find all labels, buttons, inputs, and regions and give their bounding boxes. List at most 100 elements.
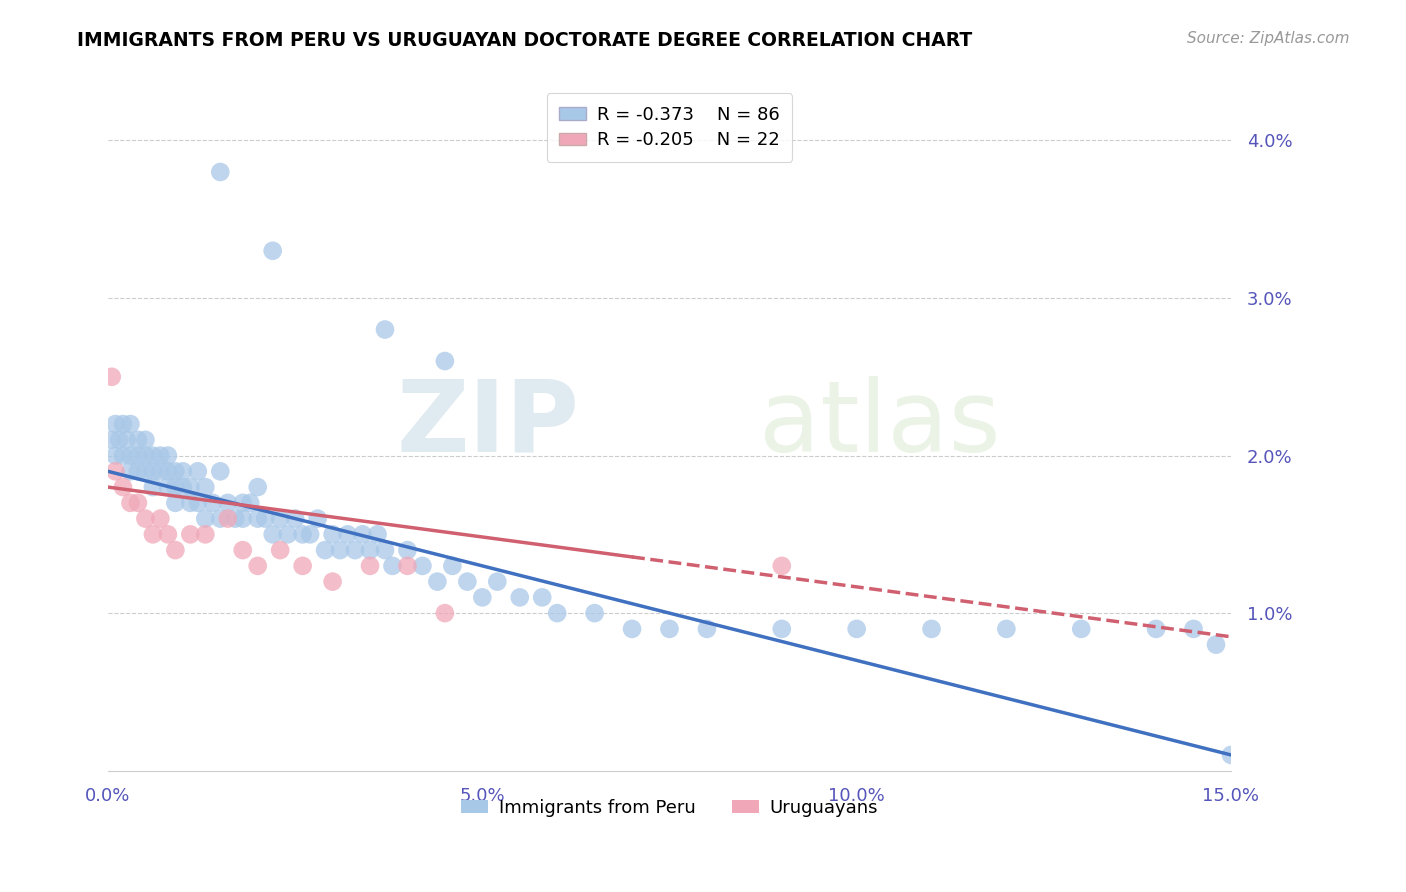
Legend: Immigrants from Peru, Uruguayans: Immigrants from Peru, Uruguayans: [454, 791, 886, 824]
Point: [366, 527, 388, 541]
Point: [995, 622, 1018, 636]
Point: [194, 480, 217, 494]
Point: [134, 511, 156, 525]
Point: [142, 464, 165, 478]
Point: [396, 543, 419, 558]
Point: [1144, 622, 1167, 636]
Point: [291, 558, 314, 573]
Point: [232, 511, 254, 525]
Point: [1220, 747, 1243, 762]
Point: [1205, 638, 1227, 652]
Point: [307, 511, 329, 525]
Point: [411, 558, 433, 573]
Point: [246, 558, 269, 573]
Point: [134, 464, 156, 478]
Point: [142, 527, 165, 541]
Point: [583, 606, 606, 620]
Point: [269, 543, 291, 558]
Point: [134, 449, 156, 463]
Text: ZIP: ZIP: [396, 376, 579, 473]
Point: [165, 496, 187, 510]
Point: [246, 511, 269, 525]
Point: [127, 496, 149, 510]
Point: [546, 606, 568, 620]
Point: [299, 527, 322, 541]
Point: [104, 449, 127, 463]
Point: [134, 433, 156, 447]
Point: [441, 558, 464, 573]
Point: [246, 480, 269, 494]
Point: [179, 480, 201, 494]
Point: [156, 464, 179, 478]
Text: IMMIGRANTS FROM PERU VS URUGUAYAN DOCTORATE DEGREE CORRELATION CHART: IMMIGRANTS FROM PERU VS URUGUAYAN DOCTOR…: [77, 31, 973, 50]
Point: [142, 449, 165, 463]
Point: [224, 511, 246, 525]
Point: [269, 511, 291, 525]
Point: [108, 433, 131, 447]
Point: [284, 511, 307, 525]
Point: [396, 558, 419, 573]
Point: [509, 591, 531, 605]
Point: [471, 591, 494, 605]
Point: [531, 591, 554, 605]
Point: [156, 480, 179, 494]
Point: [156, 527, 179, 541]
Point: [359, 558, 381, 573]
Point: [359, 543, 381, 558]
Point: [770, 558, 793, 573]
Point: [426, 574, 449, 589]
Point: [165, 543, 187, 558]
Point: [209, 464, 232, 478]
Point: [352, 527, 374, 541]
Point: [111, 480, 134, 494]
Point: [201, 496, 224, 510]
Point: [770, 622, 793, 636]
Point: [142, 480, 165, 494]
Point: [344, 543, 367, 558]
Point: [921, 622, 943, 636]
Point: [336, 527, 359, 541]
Point: [232, 543, 254, 558]
Point: [314, 543, 336, 558]
Point: [1182, 622, 1205, 636]
Point: [433, 606, 456, 620]
Point: [374, 543, 396, 558]
Point: [262, 244, 284, 258]
Point: [127, 433, 149, 447]
Point: [104, 464, 127, 478]
Text: atlas: atlas: [759, 376, 1001, 473]
Point: [120, 417, 142, 431]
Point: [120, 449, 142, 463]
Point: [120, 496, 142, 510]
Point: [194, 511, 217, 525]
Point: [165, 480, 187, 494]
Point: [291, 527, 314, 541]
Point: [696, 622, 718, 636]
Point: [486, 574, 509, 589]
Point: [111, 449, 134, 463]
Point: [120, 464, 142, 478]
Text: Source: ZipAtlas.com: Source: ZipAtlas.com: [1187, 31, 1350, 46]
Point: [172, 480, 194, 494]
Point: [115, 433, 138, 447]
Point: [104, 417, 127, 431]
Point: [100, 369, 122, 384]
Point: [254, 511, 277, 525]
Point: [209, 511, 232, 525]
Point: [232, 496, 254, 510]
Point: [209, 165, 232, 179]
Point: [262, 527, 284, 541]
Point: [217, 511, 239, 525]
Point: [187, 464, 209, 478]
Point: [127, 464, 149, 478]
Point: [322, 527, 344, 541]
Point: [149, 511, 172, 525]
Point: [374, 322, 396, 336]
Point: [156, 449, 179, 463]
Point: [329, 543, 352, 558]
Point: [322, 574, 344, 589]
Point: [621, 622, 644, 636]
Point: [179, 527, 201, 541]
Point: [845, 622, 868, 636]
Point: [127, 449, 149, 463]
